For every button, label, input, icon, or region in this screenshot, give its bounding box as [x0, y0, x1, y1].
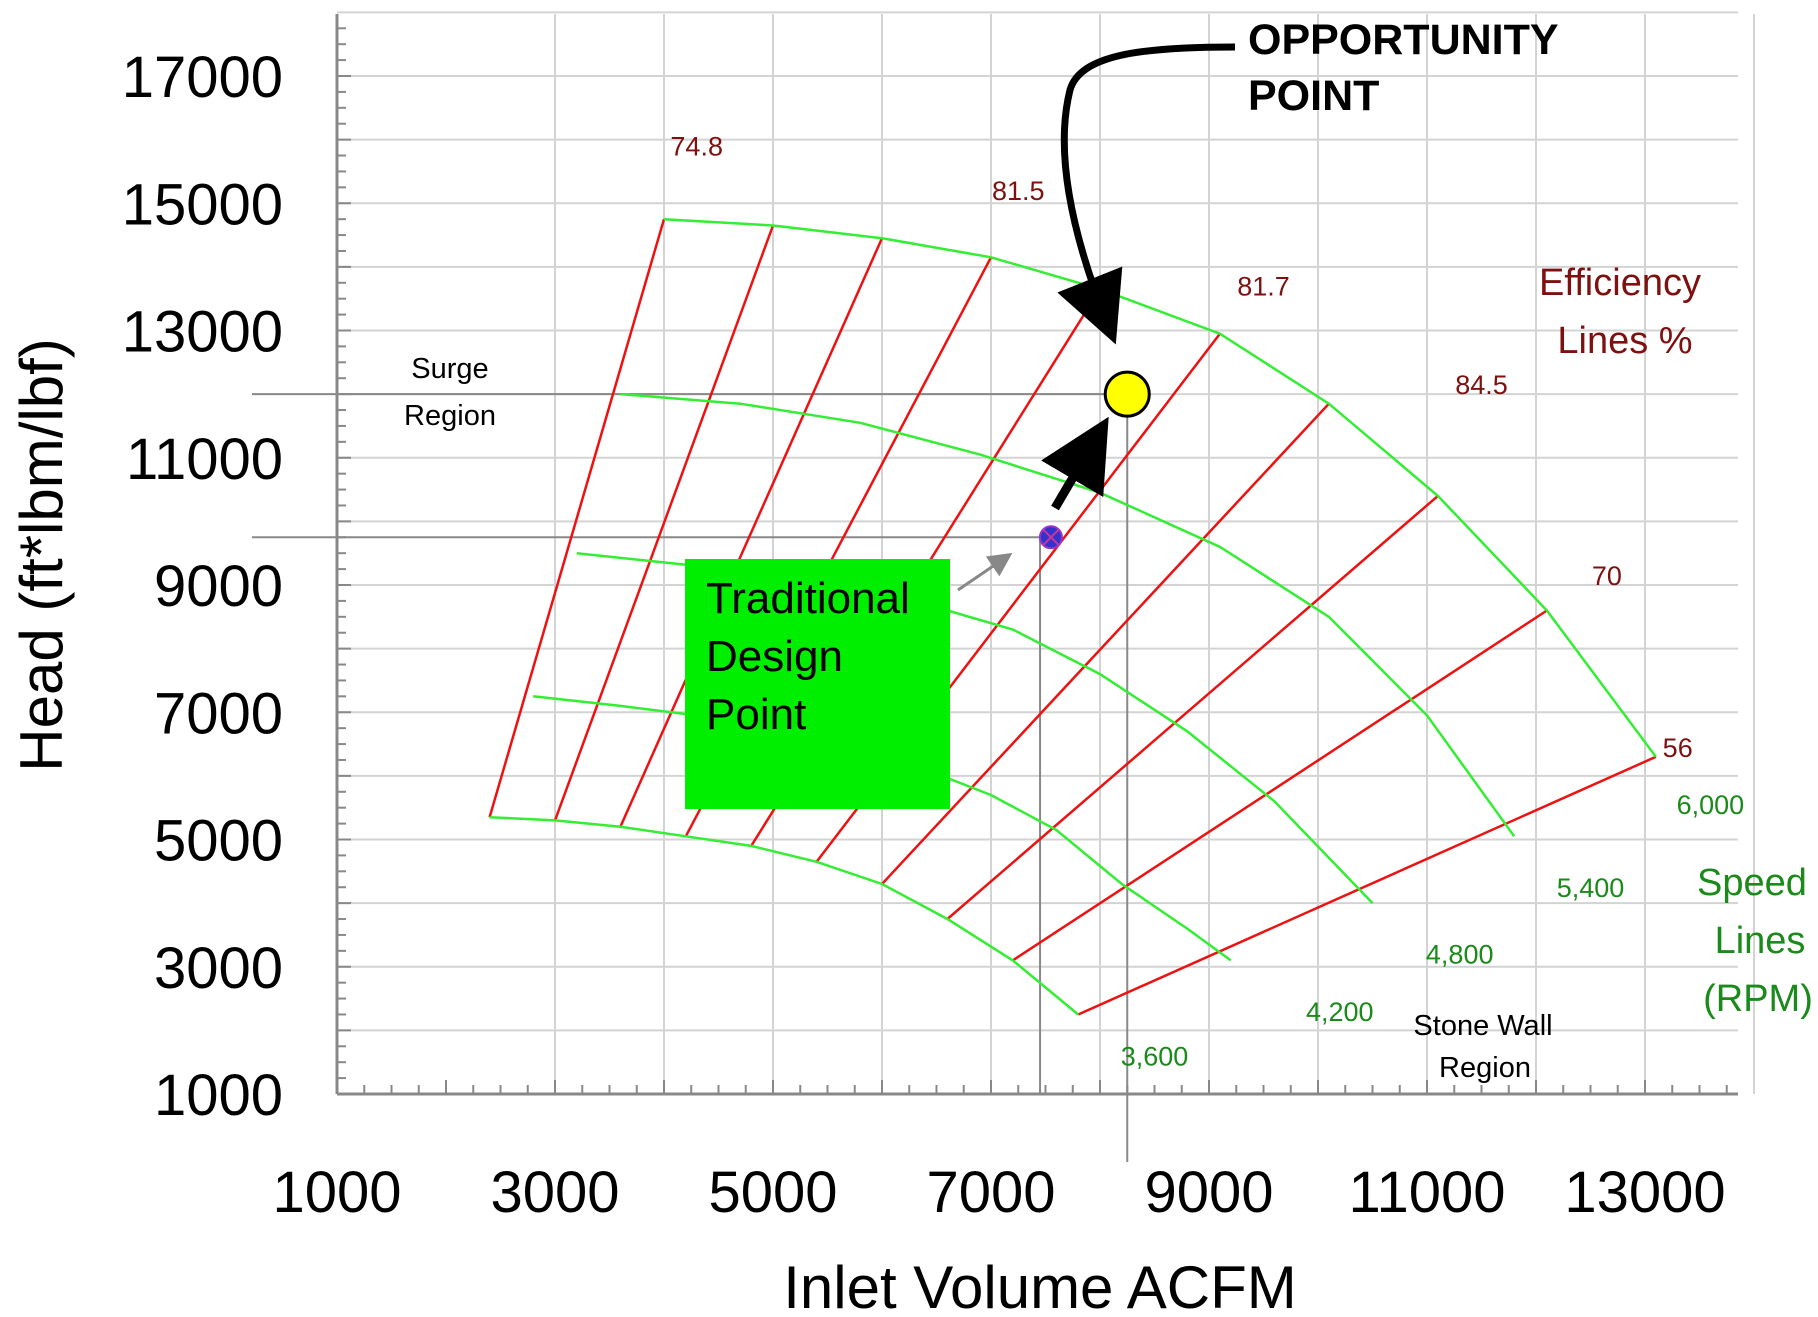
stonewall-region-label: Stone Wall Region	[1413, 1010, 1552, 1084]
efficiency-label: 84.5	[1455, 370, 1508, 400]
stonewall-region-line2: Region	[1439, 1052, 1531, 1084]
efficiency-line	[1077, 755, 1657, 1016]
x-tick-label: 3000	[490, 1160, 619, 1225]
y-tick-label: 1000	[154, 1063, 283, 1128]
y-tick-label: 5000	[154, 809, 283, 874]
speed-line	[489, 815, 1079, 1016]
speed-legend-line3: (RPM)	[1703, 978, 1813, 1020]
x-axis-title: Inlet Volume ACFM	[783, 1254, 1297, 1317]
x-tick-label: 13000	[1564, 1160, 1725, 1225]
x-tick-label: 7000	[926, 1160, 1055, 1225]
efficiency-legend: Efficiency Lines %	[1539, 262, 1701, 362]
opportunity-label-line1: OPPORTUNITY	[1248, 16, 1559, 64]
traditional-design-annotation: Traditional Design Point	[685, 552, 1013, 809]
opportunity-callout-arrow	[1057, 43, 1236, 345]
speed-legend: Speed Lines (RPM)	[1697, 862, 1813, 1020]
traditional-design-box	[685, 559, 950, 809]
efficiency-legend-line1: Efficiency	[1539, 262, 1701, 304]
efficiency-line	[619, 237, 884, 828]
y-tick-label: 9000	[154, 554, 283, 619]
speed-legend-line2: Lines	[1715, 920, 1806, 962]
design-point-cross	[1042, 528, 1060, 546]
efficiency-legend-line2: Lines %	[1557, 320, 1692, 362]
speed-label: 4,800	[1426, 940, 1494, 970]
efficiency-label: 81.5	[992, 176, 1045, 206]
opportunity-point-marker	[1103, 370, 1151, 418]
y-tick-label: 17000	[122, 45, 283, 110]
tick-labels: 1000 3000 5000 7000 9000 11000 13000 1000 3000 50…	[122, 45, 1726, 1225]
x-tick-label: 9000	[1144, 1160, 1273, 1225]
speed-label: 6,000	[1677, 790, 1745, 820]
surge-region-line1: Surge	[411, 353, 488, 385]
speed-label: 3,600	[1121, 1041, 1189, 1071]
speed-label: 4,200	[1306, 997, 1374, 1027]
efficiency-label: 81.7	[1237, 272, 1290, 302]
traditional-design-line3: Point	[706, 690, 806, 739]
design-points	[1038, 370, 1151, 550]
traditional-design-line2: Design	[706, 632, 843, 681]
speed-line	[663, 217, 1657, 758]
x-tick-label: 11000	[1349, 1160, 1506, 1225]
efficiency-label: 74.8	[670, 132, 723, 162]
axes	[335, 14, 1738, 1096]
speed-label: 5,400	[1557, 873, 1625, 903]
speed-legend-line1: Speed	[1697, 862, 1807, 904]
x-tick-label: 5000	[708, 1160, 837, 1225]
efficiency-label: 56	[1663, 733, 1693, 763]
opportunity-label-line2: POINT	[1248, 72, 1379, 120]
efficiency-line	[1012, 609, 1548, 962]
stonewall-region-line1: Stone Wall	[1413, 1010, 1552, 1042]
efficiency-line	[946, 494, 1439, 920]
grid-lines	[337, 11, 1755, 1094]
efficiency-line	[488, 218, 666, 818]
reference-lines	[252, 393, 1129, 1162]
design-to-opportunity-arrow	[1041, 416, 1109, 511]
design-callout-arrow	[957, 552, 1013, 592]
line-labels: 74.8 81.5 81.7 84.5 70 56 6,000 5,400 4,800 4,200…	[670, 132, 1744, 1072]
y-axis-title: Head (ft*lbm/lbf)	[8, 338, 75, 771]
y-tick-label: 3000	[154, 936, 283, 1001]
traditional-design-line1: Traditional	[706, 574, 910, 623]
efficiency-label: 70	[1592, 561, 1622, 591]
x-tick-label: 1000	[272, 1160, 401, 1225]
y-tick-label: 13000	[122, 300, 283, 365]
y-tick-label: 7000	[154, 681, 283, 746]
y-tick-label: 15000	[122, 172, 283, 237]
y-tick-label: 11000	[126, 427, 283, 492]
surge-region-label: Surge Region	[404, 353, 496, 432]
opportunity-annotation: OPPORTUNITY POINT	[1041, 16, 1559, 511]
surge-region-line2: Region	[404, 400, 496, 432]
efficiency-line	[881, 402, 1330, 885]
efficiency-line	[553, 225, 775, 821]
